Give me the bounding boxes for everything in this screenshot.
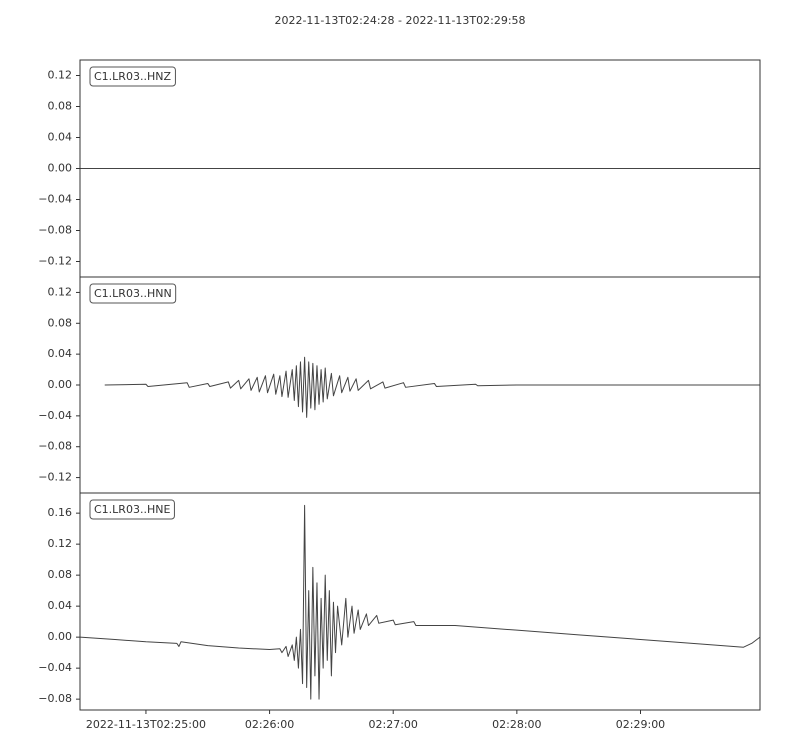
x-tick-label: 02:27:00 (369, 718, 418, 731)
y-tick-label: −0.08 (38, 692, 72, 705)
y-tick-label: −0.12 (38, 471, 72, 484)
x-tick-label: 02:29:00 (616, 718, 665, 731)
y-tick-label: 0.04 (48, 347, 73, 360)
waveform (104, 356, 760, 418)
y-tick-label: −0.08 (38, 224, 72, 237)
y-tick-label: −0.08 (38, 440, 72, 453)
y-tick-label: −0.04 (38, 193, 72, 206)
station-label: C1.LR03..HNN (94, 287, 172, 300)
station-label-box (89, 283, 177, 304)
y-tick-label: 0.12 (48, 537, 73, 550)
y-tick-label: −0.12 (38, 255, 72, 268)
station-label-box (89, 66, 176, 87)
y-tick-label: 0.08 (48, 316, 73, 329)
y-tick-label: 0.12 (48, 285, 73, 298)
y-tick-label: −0.04 (38, 661, 72, 674)
y-tick-label: 0.00 (48, 630, 73, 643)
waveform (79, 504, 761, 700)
y-tick-label: 0.00 (48, 162, 73, 175)
y-tick-label: 0.04 (48, 131, 73, 144)
x-tick-label: 02:28:00 (492, 718, 541, 731)
x-tick-label: 02:26:00 (245, 718, 294, 731)
y-tick-label: −0.04 (38, 409, 72, 422)
station-label: C1.LR03..HNZ (94, 70, 171, 83)
station-label-box (89, 499, 175, 520)
chart-title: 2022-11-13T02:24:28 - 2022-11-13T02:29:5… (274, 14, 525, 27)
x-tick-label: 2022-11-13T02:25:00 (86, 718, 206, 731)
y-tick-label: 0.16 (48, 506, 73, 519)
y-tick-label: 0.00 (48, 378, 73, 391)
y-tick-label: 0.04 (48, 599, 73, 612)
y-tick-label: 0.12 (48, 69, 73, 82)
station-label: C1.LR03..HNE (94, 503, 170, 516)
y-tick-label: 0.08 (48, 568, 73, 581)
panel-frame (79, 492, 761, 711)
y-tick-label: 0.08 (48, 100, 73, 113)
